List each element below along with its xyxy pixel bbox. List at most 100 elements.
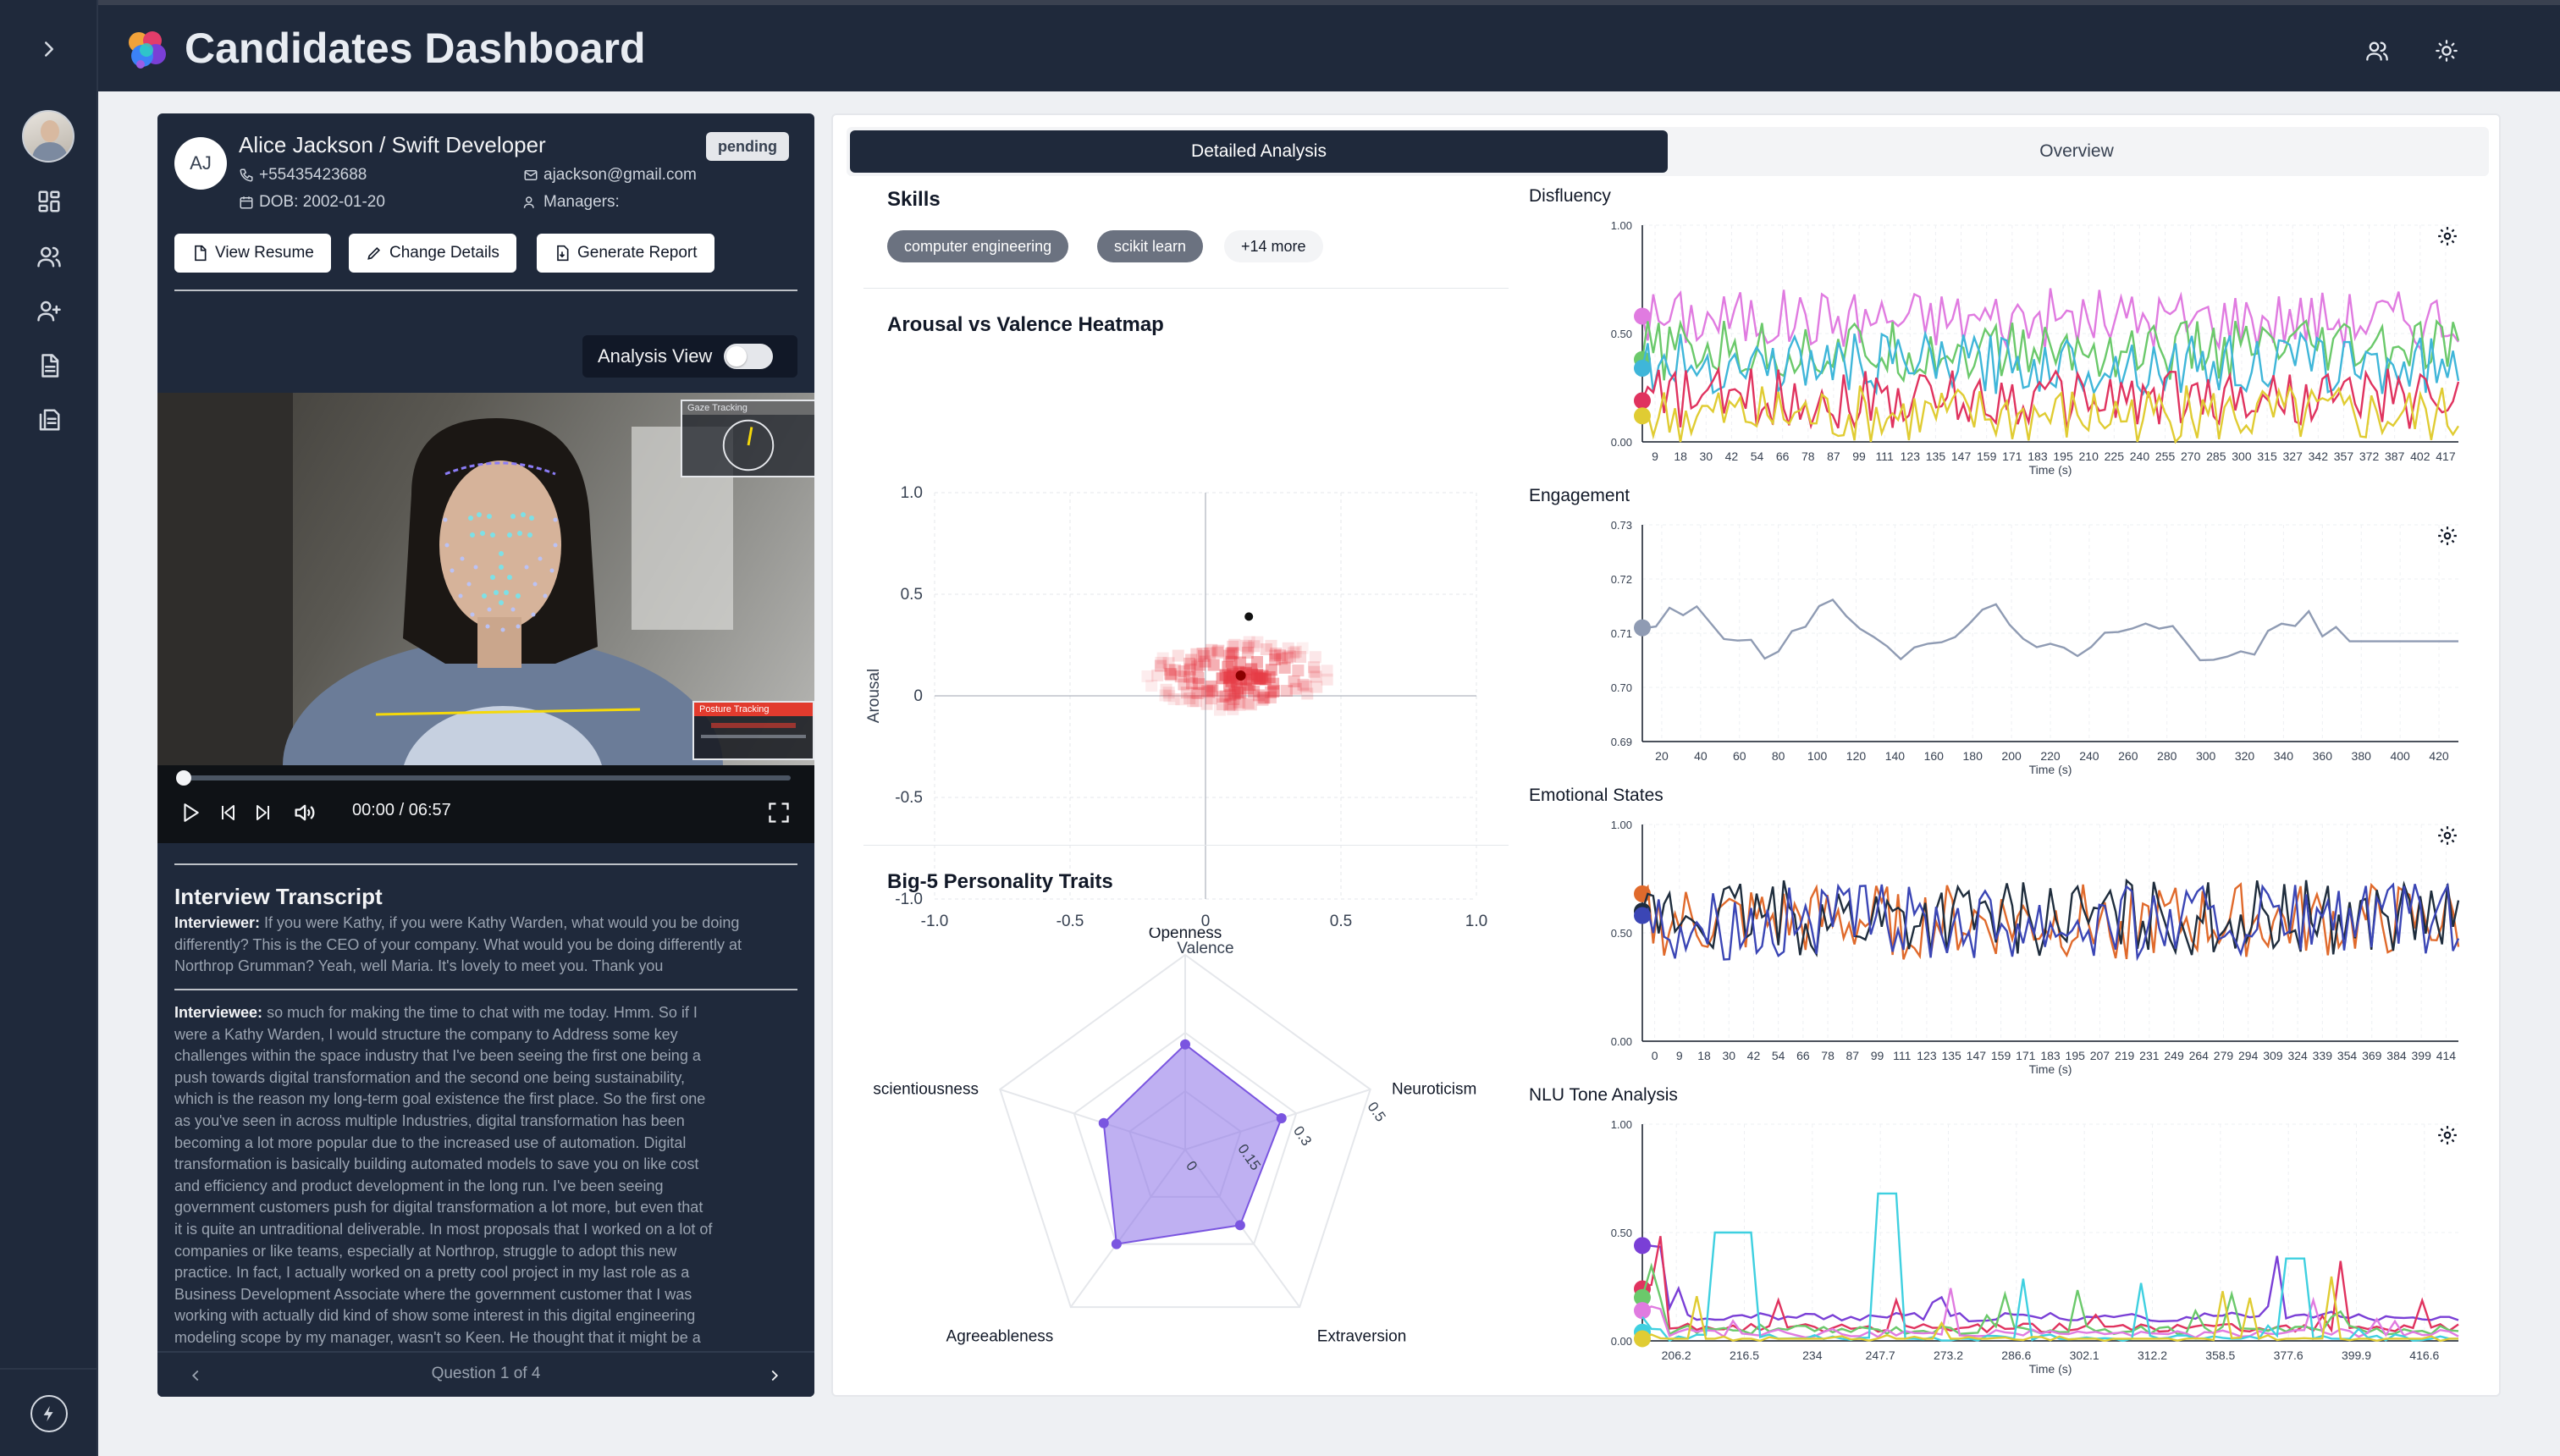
heat-cell [1281,685,1294,698]
chevron-left-icon[interactable] [186,1366,205,1385]
analysis-view-toggle[interactable]: Analysis View [582,335,797,378]
x-tick-label: 0 [1652,1049,1658,1062]
heat-cell [1193,678,1206,691]
chevron-right-icon[interactable] [765,1366,784,1385]
x-tick-label: 324 [2287,1049,2308,1062]
view-resume-button[interactable]: View Resume [174,234,331,273]
heat-cell [1288,647,1300,659]
heat-cell [1251,636,1264,648]
heat-cell [1192,671,1205,684]
gear-icon[interactable] [2436,825,2458,851]
fullscreen-icon[interactable] [767,801,791,825]
skip-back-icon[interactable] [218,802,239,823]
heat-cell [1178,678,1190,691]
divider [174,863,797,865]
x-tick-label: 300 [2196,749,2216,763]
theme-toggle-icon[interactable] [2430,34,2463,68]
heat-cell [1264,691,1277,703]
series-line [1641,318,2460,383]
interviewer-block: Interviewer: If you were Kathy, if you w… [174,913,801,978]
gear-icon[interactable] [2436,525,2458,551]
x-tick-label: 54 [1751,449,1764,463]
transcript-line: were a Kathy Warden, I would structure t… [174,1025,678,1043]
generate-report-button[interactable]: Generate Report [537,234,714,273]
users-icon[interactable] [2360,34,2394,68]
phone-row: +55435423688 [239,166,367,185]
transcript-line: so much for making the time to chat with… [267,1004,698,1021]
transcript-line: Northrop Grumman? Yeah, well Maria. It's… [174,957,664,975]
heat-cell [1196,647,1209,659]
x-tick-label: 171 [2016,1049,2036,1062]
tab-overview[interactable]: Overview [2039,141,2114,161]
x-tick-label: 20 [1655,749,1669,763]
heat-cell [1234,687,1247,699]
candidate-video-image [157,393,733,765]
seek-handle[interactable] [176,770,191,786]
transcript-line: modeling scope by my manager, wasn't so … [174,1328,701,1346]
users-icon[interactable] [30,238,68,275]
x-tick-label: 285 [2206,449,2226,463]
expand-icon[interactable] [30,30,68,68]
heat-cell [1310,681,1323,693]
heat-cell [1310,670,1322,683]
video-controls: 00:00 / 06:57 [157,765,814,843]
x-tick-label: -0.5 [1057,913,1084,930]
question-counter: Question 1 of 4 [431,1365,541,1382]
skill-chip[interactable]: computer engineering [887,230,1069,262]
dashboard-icon[interactable] [30,183,68,220]
x-tick-label: 340 [2274,749,2294,763]
heat-cell [1282,642,1294,654]
heat-cell [1265,639,1277,652]
heat-cell [1231,682,1244,695]
heat-cell [1172,649,1184,662]
seek-bar[interactable] [176,770,791,786]
add-user-icon[interactable] [30,292,68,329]
managers-row: Managers: [523,193,620,212]
heat-cell [1273,649,1286,662]
x-tick-label: 206.2 [1662,1348,1691,1362]
heat-cell [1248,685,1261,698]
time-series-charts: 1.000.500.009 18 30 42 54 66 78 87 99 111 123 135 14… [1611,219,2460,1376]
heat-cell [1225,648,1238,660]
more-skills-chip[interactable]: +14 more [1224,230,1323,262]
skip-forward-icon[interactable] [252,802,273,823]
gear-icon[interactable] [2436,1124,2458,1150]
reports-icon[interactable] [30,401,68,438]
heat-cell [1224,688,1237,701]
x-tick-label: 377.6 [2274,1348,2303,1362]
heat-cell [1299,680,1312,692]
document-icon[interactable] [30,347,68,384]
video-frame[interactable]: Gaze Tracking Posture Tracking [157,393,814,765]
y-tick-label: 0.69 [1611,736,1632,748]
skill-chip[interactable]: scikit learn [1097,230,1204,262]
x-tick-label: 200 [2001,749,2022,763]
heat-cell [1163,690,1176,703]
radar-grid [1073,1031,1298,1245]
gear-icon[interactable] [2436,225,2458,251]
bolt-icon[interactable] [30,1395,68,1432]
gaze-tracking-label: Gaze Tracking [682,401,814,415]
series-line [1641,878,2460,957]
series-marker [1634,1288,1651,1306]
email-text: ajackson@gmail.com [543,166,697,184]
series-line [1641,1192,2458,1343]
toggle-switch[interactable] [724,344,774,369]
y-tick-label: 0.00 [1611,1335,1632,1348]
heat-cell [1227,640,1239,653]
play-icon[interactable] [179,801,201,825]
heat-cell [1242,697,1255,709]
heat-cell [1167,692,1180,705]
x-tick-label: 219 [2115,1049,2135,1062]
series-line [1641,383,2460,444]
volume-icon[interactable] [291,801,317,825]
x-tick-label: 195 [2066,1049,2086,1062]
x-tick-label: 400 [2390,749,2410,763]
y-tick-label: 0.50 [1611,328,1632,340]
data-point [1244,612,1254,621]
change-details-button[interactable]: Change Details [349,234,516,273]
tab-detailed-analysis[interactable]: Detailed Analysis [850,130,1668,173]
series-marker [1634,1302,1651,1320]
user-avatar[interactable] [22,110,74,163]
heat-cell [1260,643,1272,656]
series-line [1641,882,2460,962]
